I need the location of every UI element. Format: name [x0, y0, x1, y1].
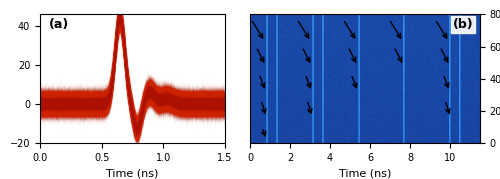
- X-axis label: Time (ns): Time (ns): [339, 168, 391, 178]
- Text: (b): (b): [452, 18, 473, 31]
- X-axis label: Time (ns): Time (ns): [106, 168, 158, 178]
- Text: (a): (a): [49, 18, 70, 31]
